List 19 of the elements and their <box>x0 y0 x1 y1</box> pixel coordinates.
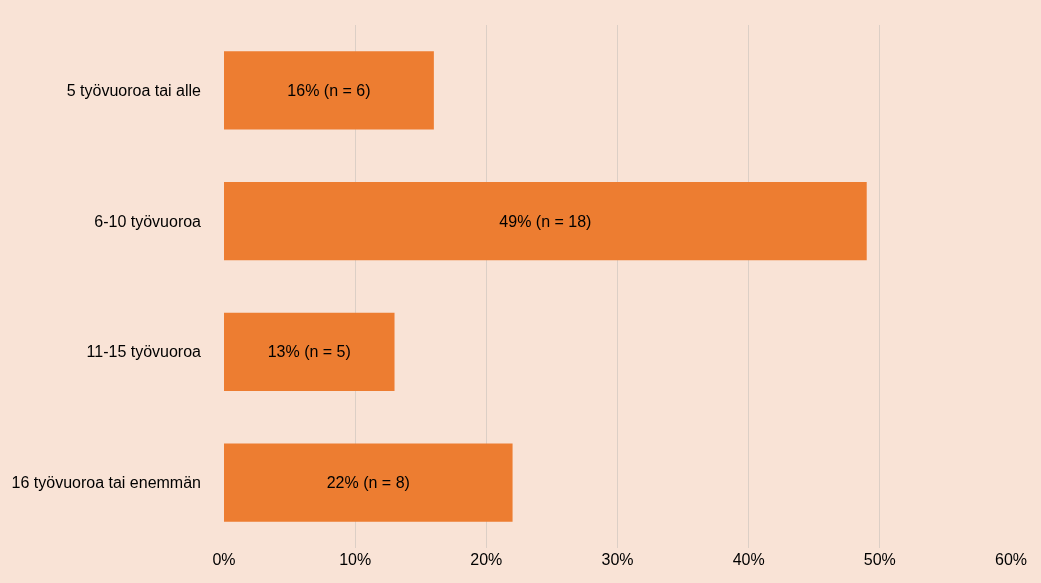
bar <box>224 443 513 522</box>
y-tick-label: 6-10 työvuoroa <box>94 212 202 230</box>
x-tick-label: 0% <box>212 551 236 568</box>
data-label: 13% (n = 5) <box>267 343 351 361</box>
data-label: 16% (n = 6) <box>287 81 371 99</box>
bar <box>224 51 434 130</box>
x-tick-label: 50% <box>863 551 896 568</box>
bar <box>224 181 867 261</box>
x-tick-label: 10% <box>339 551 372 568</box>
y-tick-label: 16 työvuoroa tai enemmän <box>11 474 201 492</box>
x-tick-label: 30% <box>601 551 634 568</box>
data-label: 22% (n = 8) <box>326 474 410 492</box>
bar <box>224 312 395 392</box>
y-tick-label: 11-15 työvuoroa <box>86 343 202 361</box>
y-tick-label: 5 työvuoroa tai alle <box>66 81 202 99</box>
x-tick-label: 20% <box>470 551 503 568</box>
x-tick-label: 40% <box>732 551 765 568</box>
x-tick-label: 60% <box>994 551 1028 568</box>
data-label: 49% (n = 18) <box>499 212 592 230</box>
